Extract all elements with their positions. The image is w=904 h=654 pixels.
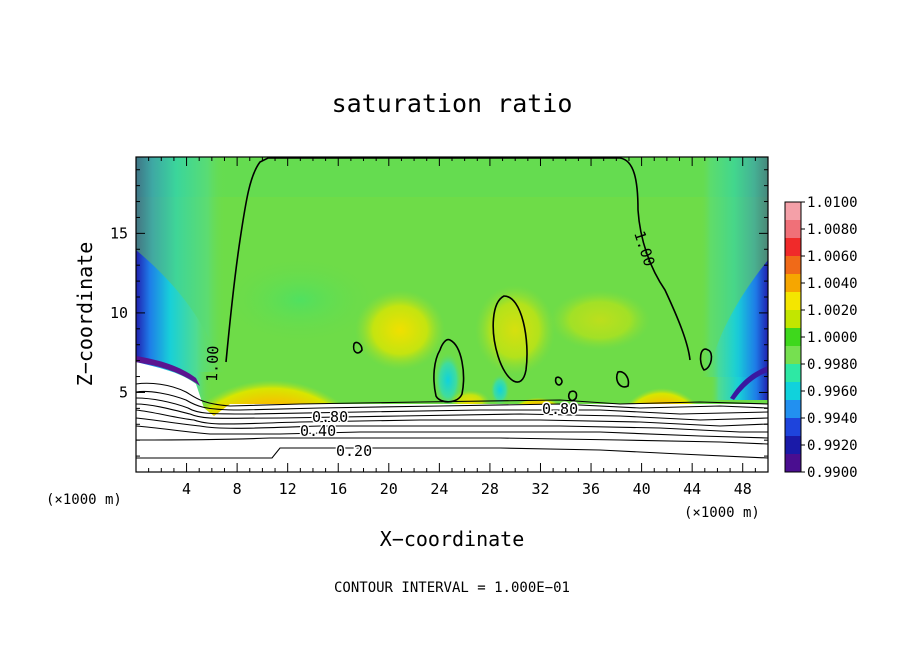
contour-line (136, 437, 768, 445)
low-white-region (136, 362, 768, 472)
contour-line (554, 376, 563, 386)
contour-line (136, 390, 768, 411)
x-tick-label: 44 (683, 480, 701, 498)
contour-line (433, 338, 465, 403)
colorbar-swatch (785, 238, 801, 257)
x-tick-label: 48 (734, 480, 752, 498)
y-tick-label: 5 (119, 383, 128, 401)
purple-fringe (136, 356, 200, 386)
warm-patch (550, 290, 650, 350)
colorbar-swatch (785, 436, 801, 455)
contour-line (699, 348, 713, 371)
contour-line (136, 409, 768, 427)
colorbar-label: 1.0080 (807, 222, 858, 238)
contour-labels: 1.00 1.00 0.80 0.80 0.40 0.20 (203, 229, 658, 462)
surface-contours (136, 382, 768, 459)
warm-patch (475, 285, 555, 375)
colorbar-swatch (785, 274, 801, 293)
x-axis-ticks: 4 8 12 16 20 24 28 32 36 40 44 48 (148, 157, 756, 498)
heatmap-field: 1.00 1.00 0.80 0.80 0.40 0.20 (136, 157, 768, 472)
x-tick-label: 16 (329, 480, 347, 498)
colorbar-swatch (785, 202, 801, 221)
x-unit-label-left: (×1000 m) (46, 492, 122, 508)
colorbar-label: 0.9960 (807, 384, 858, 400)
colorbar-label: 0.9980 (807, 357, 858, 373)
y-tick-label: 15 (110, 224, 128, 242)
contour-line (352, 341, 363, 354)
contour-line (492, 295, 528, 383)
x-unit-label-right: (×1000 m) (684, 505, 760, 521)
contour-line (136, 403, 768, 421)
contour-label: 1.00 (203, 345, 222, 382)
colorbar-swatch (785, 256, 801, 275)
x-tick-label: 20 (380, 480, 398, 498)
contour-line (136, 425, 768, 439)
contour-line (225, 157, 691, 363)
contour-line (567, 390, 578, 402)
colorbar-label: 1.0000 (807, 330, 858, 346)
x-axis-title: X−coordinate (380, 527, 525, 551)
colorbar: 1.0100 1.0080 1.0060 1.0040 1.0020 1.0000 0.99… (784, 195, 858, 481)
right-column-shade (700, 157, 768, 377)
colorbar-label: 1.0100 (807, 195, 858, 211)
contour-label: 0.80 (312, 408, 348, 426)
contour-line (136, 417, 768, 433)
chart-title: saturation ratio (332, 89, 573, 118)
warm-patch (355, 290, 445, 370)
colorbar-swatch (785, 454, 801, 473)
contour-line (136, 447, 768, 459)
colorbar-swatch (785, 346, 801, 365)
cool-patch (490, 374, 510, 406)
purple-fringe (730, 366, 768, 400)
contour-label: 0.20 (336, 442, 372, 460)
contour-line (615, 370, 630, 388)
cool-patch (434, 352, 462, 408)
field-top-band (136, 157, 768, 197)
colorbar-swatch (785, 310, 801, 329)
colorbar-swatch (785, 220, 801, 239)
x-tick-label: 40 (633, 480, 651, 498)
y-axis-title: Z−coordinate (73, 242, 97, 387)
colorbar-swatch (785, 400, 801, 419)
colorbar-label: 0.9900 (807, 465, 858, 481)
colorbar-swatch (785, 364, 801, 383)
colorbar-label: 1.0020 (807, 303, 858, 319)
x-tick-label: 8 (233, 480, 242, 498)
contour-label: 0.40 (300, 422, 336, 440)
colorbar-label: 0.9920 (807, 438, 858, 454)
x-tick-label: 32 (531, 480, 549, 498)
y-axis-ticks: 5 10 15 (110, 169, 768, 457)
colorbar-label: 1.0060 (807, 249, 858, 265)
colorbar-label: 0.9940 (807, 411, 858, 427)
contour-lines (225, 157, 713, 403)
colorbar-swatch (785, 328, 801, 347)
y-tick-label: 10 (110, 304, 128, 322)
contour-interval-note: CONTOUR INTERVAL = 1.000E−01 (334, 580, 570, 596)
pale-patch (220, 255, 380, 345)
contour-label: 0.80 (542, 400, 578, 418)
x-tick-label: 28 (481, 480, 499, 498)
x-tick-label: 36 (582, 480, 600, 498)
colorbar-swatch (785, 292, 801, 311)
contour-line (136, 382, 768, 407)
colorbar-swatch (785, 382, 801, 401)
x-tick-label: 24 (430, 480, 448, 498)
contour-line (136, 397, 768, 415)
x-tick-label: 12 (279, 480, 297, 498)
x-tick-label: 4 (182, 480, 191, 498)
colorbar-swatch (785, 418, 801, 437)
colorbar-label: 1.0040 (807, 276, 858, 292)
